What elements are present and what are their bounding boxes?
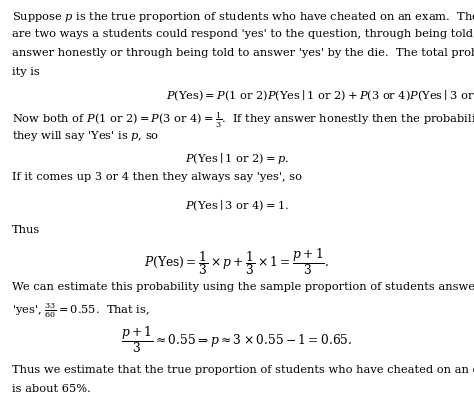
- Text: $P(\mathrm{Yes}) = \dfrac{1}{3} \times p + \dfrac{1}{3} \times 1 = \dfrac{p+1}{3: $P(\mathrm{Yes}) = \dfrac{1}{3} \times p…: [145, 246, 329, 277]
- Text: is about 65%.: is about 65%.: [12, 384, 91, 394]
- Text: answer honestly or through being told to answer 'yes' by the die.  The total pro: answer honestly or through being told to…: [12, 48, 474, 58]
- Text: Now both of $P(1\ \mathrm{or}\ 2) = P(3\ \mathrm{or}\ 4) = \frac{1}{3}$.  If the: Now both of $P(1\ \mathrm{or}\ 2) = P(3\…: [12, 111, 474, 130]
- Text: $P(\mathrm{Yes}) = P(1\ \mathrm{or}\ 2)P(\mathrm{Yes}\mid 1\ \mathrm{or}\ 2) + P: $P(\mathrm{Yes}) = P(1\ \mathrm{or}\ 2)P…: [166, 88, 474, 103]
- Text: Thus we estimate that the true proportion of students who have cheated on an exa: Thus we estimate that the true proportio…: [12, 365, 474, 375]
- Text: Suppose $p$ is the true proportion of students who have cheated on an exam.  The: Suppose $p$ is the true proportion of st…: [12, 10, 474, 24]
- Text: $\dfrac{p+1}{3} \approx 0.55 \Rightarrow p \approx 3 \times 0.55 - 1 = 0.65.$: $\dfrac{p+1}{3} \approx 0.55 \Rightarrow…: [121, 324, 353, 355]
- Text: We can estimate this probability using the sample proportion of students answeri: We can estimate this probability using t…: [12, 282, 474, 292]
- Text: are two ways a students could respond 'yes' to the question, through being told : are two ways a students could respond 'y…: [12, 29, 474, 39]
- Text: Thus: Thus: [12, 225, 40, 236]
- Text: ity is: ity is: [12, 67, 40, 76]
- Text: If it comes up 3 or 4 then they always say 'yes', so: If it comes up 3 or 4 then they always s…: [12, 173, 302, 182]
- Text: 'yes', $\frac{33}{60} = 0.55$.  That is,: 'yes', $\frac{33}{60} = 0.55$. That is,: [12, 301, 150, 320]
- Text: $P(\mathrm{Yes}\mid 1\ \mathrm{or}\ 2) = p.$: $P(\mathrm{Yes}\mid 1\ \mathrm{or}\ 2) =…: [185, 150, 289, 166]
- Text: they will say 'Yes' is $p$, so: they will say 'Yes' is $p$, so: [12, 130, 159, 143]
- Text: $P(\mathrm{Yes}\mid 3\ \mathrm{or}\ 4) = 1.$: $P(\mathrm{Yes}\mid 3\ \mathrm{or}\ 4) =…: [185, 197, 289, 213]
